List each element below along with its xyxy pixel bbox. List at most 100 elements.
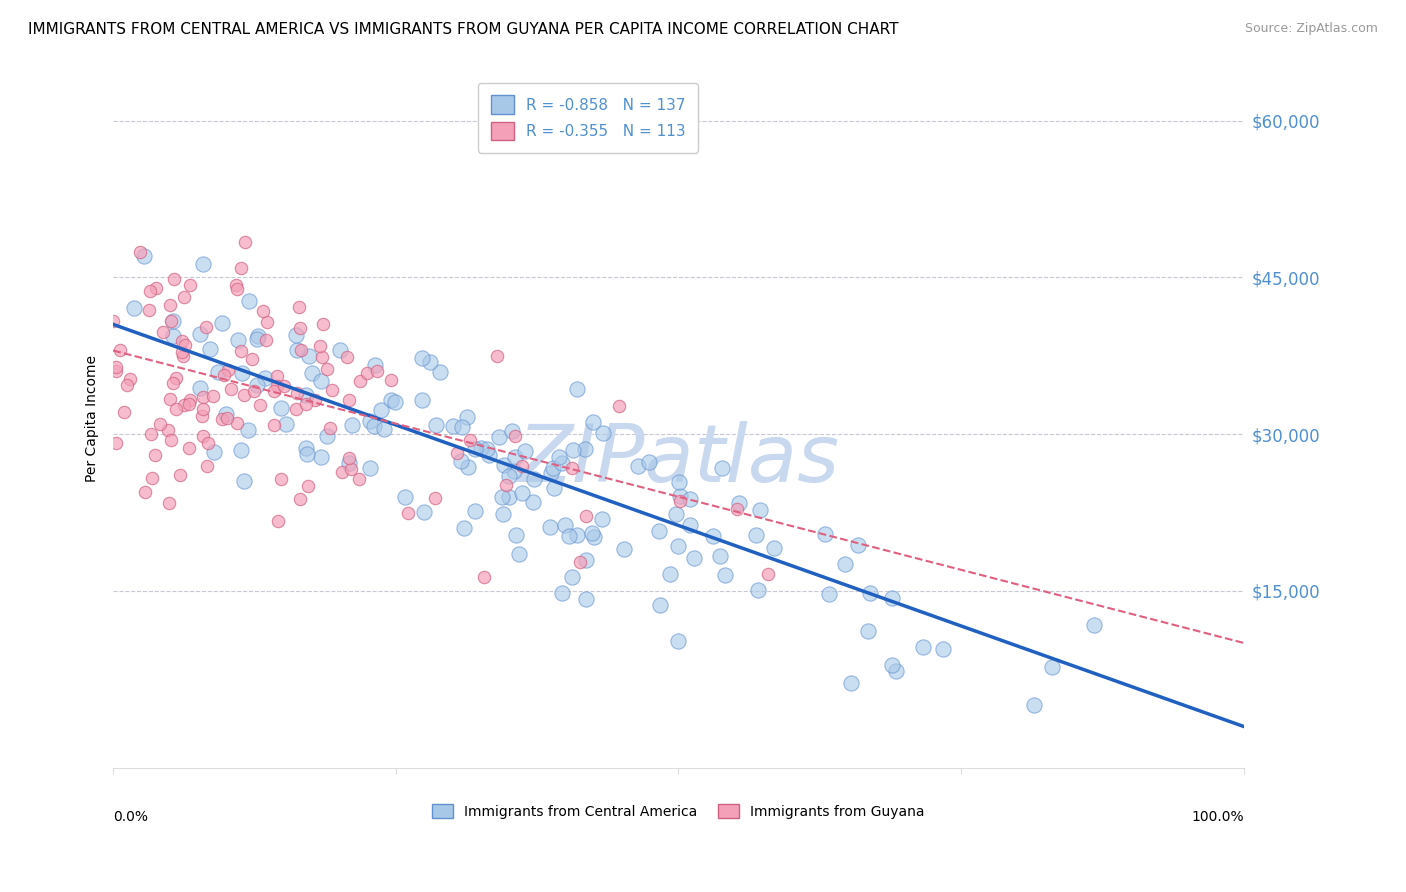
Point <box>308 339 330 353</box>
Point <box>669 494 692 508</box>
Point <box>160 313 183 327</box>
Point <box>191 429 214 443</box>
Point <box>225 277 247 292</box>
Point <box>725 502 748 516</box>
Point <box>429 365 451 379</box>
Point <box>495 478 517 492</box>
Point <box>225 282 247 296</box>
Point <box>103 313 125 327</box>
Point <box>856 624 879 639</box>
Point <box>859 585 882 599</box>
Point <box>263 418 285 433</box>
Point <box>762 541 785 556</box>
Point <box>666 540 689 554</box>
Point <box>446 446 468 460</box>
Point <box>290 343 312 357</box>
Point <box>211 316 233 330</box>
Point <box>311 351 333 365</box>
Point <box>118 371 141 385</box>
Point <box>172 334 194 348</box>
Point <box>145 281 167 295</box>
Point <box>501 424 523 438</box>
Point <box>486 349 509 363</box>
Point <box>1022 698 1045 712</box>
Point <box>394 491 416 505</box>
Point <box>105 360 128 375</box>
Point <box>582 415 605 429</box>
Point <box>233 474 256 488</box>
Point <box>267 514 290 528</box>
Point <box>246 332 269 346</box>
Point <box>301 366 323 380</box>
Point <box>538 519 561 533</box>
Text: ZIPatlas: ZIPatlas <box>517 421 839 500</box>
Point <box>575 553 598 567</box>
Point <box>396 506 419 520</box>
Point <box>173 289 195 303</box>
Point <box>162 314 184 328</box>
Point <box>356 366 378 380</box>
Point <box>492 458 515 472</box>
Point <box>650 598 672 612</box>
Point <box>727 495 749 509</box>
Point <box>233 387 256 401</box>
Point <box>457 459 479 474</box>
Point <box>214 368 236 382</box>
Point <box>246 378 269 392</box>
Point <box>288 300 311 314</box>
Point <box>316 429 339 443</box>
Point <box>814 527 837 541</box>
Point <box>295 442 318 456</box>
Point <box>290 321 312 335</box>
Point <box>266 378 288 392</box>
Point <box>411 351 433 366</box>
Point <box>543 481 565 495</box>
Point <box>411 392 433 407</box>
Point <box>569 555 592 569</box>
Point <box>229 261 252 276</box>
Point <box>134 485 156 500</box>
Text: 100.0%: 100.0% <box>1191 810 1244 824</box>
Point <box>668 475 690 489</box>
Point <box>638 455 661 469</box>
Point <box>256 315 278 329</box>
Point <box>104 363 127 377</box>
Point <box>340 418 363 433</box>
Point <box>247 328 270 343</box>
Point <box>112 405 135 419</box>
Point <box>332 465 354 479</box>
Y-axis label: Per Capita Income: Per Capita Income <box>86 355 100 482</box>
Point <box>498 490 520 504</box>
Point <box>884 664 907 678</box>
Point <box>238 294 260 309</box>
Point <box>139 284 162 298</box>
Point <box>215 407 238 421</box>
Point <box>173 399 195 413</box>
Point <box>609 399 631 413</box>
Text: 0.0%: 0.0% <box>114 810 148 824</box>
Point <box>159 433 181 447</box>
Point <box>1083 617 1105 632</box>
Point <box>243 384 266 399</box>
Point <box>627 458 650 473</box>
Point <box>709 549 731 563</box>
Point <box>270 401 292 415</box>
Point <box>304 393 326 408</box>
Point <box>540 466 562 480</box>
Point <box>498 469 520 483</box>
Point <box>274 417 297 431</box>
Point <box>380 393 402 408</box>
Point <box>337 392 360 407</box>
Point <box>105 435 128 450</box>
Point <box>756 566 779 581</box>
Point <box>219 382 242 396</box>
Point <box>149 417 172 431</box>
Point <box>669 490 692 504</box>
Point <box>505 527 527 541</box>
Point <box>165 371 187 385</box>
Point <box>748 503 770 517</box>
Point <box>679 518 702 533</box>
Point <box>217 411 239 425</box>
Point <box>179 397 201 411</box>
Point <box>522 495 544 509</box>
